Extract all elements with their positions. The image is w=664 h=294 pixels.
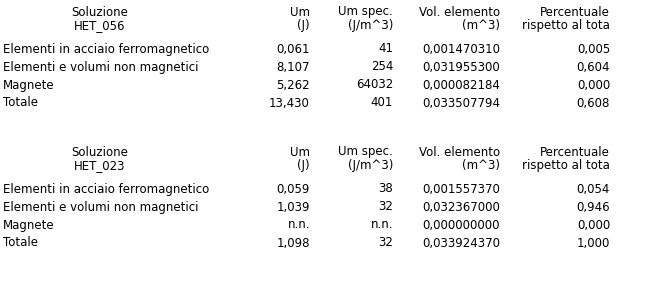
Text: Elementi e volumi non magnetici: Elementi e volumi non magnetici xyxy=(3,201,199,213)
Text: 0,001557370: 0,001557370 xyxy=(422,183,500,196)
Text: Vol. elemento: Vol. elemento xyxy=(419,6,500,19)
Text: 0,946: 0,946 xyxy=(576,201,610,213)
Text: n.n.: n.n. xyxy=(288,218,310,231)
Text: 401: 401 xyxy=(371,96,393,109)
Text: 32: 32 xyxy=(378,201,393,213)
Text: 0,033507794: 0,033507794 xyxy=(422,96,500,109)
Text: n.n.: n.n. xyxy=(371,218,393,231)
Text: 0,032367000: 0,032367000 xyxy=(422,201,500,213)
Text: 0,059: 0,059 xyxy=(277,183,310,196)
Text: 0,005: 0,005 xyxy=(577,43,610,56)
Text: 64032: 64032 xyxy=(356,78,393,91)
Text: Vol. elemento: Vol. elemento xyxy=(419,146,500,158)
Text: Soluzione: Soluzione xyxy=(72,146,128,158)
Text: Totale: Totale xyxy=(3,96,38,109)
Text: rispetto al tota: rispetto al tota xyxy=(522,160,610,173)
Text: 1,098: 1,098 xyxy=(276,236,310,250)
Text: Um: Um xyxy=(290,6,310,19)
Text: (J): (J) xyxy=(297,160,310,173)
Text: (m^3): (m^3) xyxy=(462,19,500,33)
Text: 1,000: 1,000 xyxy=(576,236,610,250)
Text: 0,000000000: 0,000000000 xyxy=(422,218,500,231)
Text: 0,000: 0,000 xyxy=(577,78,610,91)
Text: 0,054: 0,054 xyxy=(576,183,610,196)
Text: Magnete: Magnete xyxy=(3,78,54,91)
Text: 41: 41 xyxy=(378,43,393,56)
Text: rispetto al tota: rispetto al tota xyxy=(522,19,610,33)
Text: (m^3): (m^3) xyxy=(462,160,500,173)
Text: 0,604: 0,604 xyxy=(576,61,610,74)
Text: 38: 38 xyxy=(378,183,393,196)
Text: 0,001470310: 0,001470310 xyxy=(422,43,500,56)
Text: Soluzione: Soluzione xyxy=(72,6,128,19)
Text: (J/m^3): (J/m^3) xyxy=(348,160,393,173)
Text: Um: Um xyxy=(290,146,310,158)
Text: 0,608: 0,608 xyxy=(576,96,610,109)
Text: 32: 32 xyxy=(378,236,393,250)
Text: Elementi e volumi non magnetici: Elementi e volumi non magnetici xyxy=(3,61,199,74)
Text: Elementi in acciaio ferromagnetico: Elementi in acciaio ferromagnetico xyxy=(3,43,209,56)
Text: 0,000: 0,000 xyxy=(577,218,610,231)
Text: HET_056: HET_056 xyxy=(74,19,125,33)
Text: Um spec.: Um spec. xyxy=(338,146,393,158)
Text: 0,061: 0,061 xyxy=(276,43,310,56)
Text: 1,039: 1,039 xyxy=(276,201,310,213)
Text: Magnete: Magnete xyxy=(3,218,54,231)
Text: Elementi in acciaio ferromagnetico: Elementi in acciaio ferromagnetico xyxy=(3,183,209,196)
Text: HET_023: HET_023 xyxy=(74,160,125,173)
Text: Percentuale: Percentuale xyxy=(540,146,610,158)
Text: 254: 254 xyxy=(371,61,393,74)
Text: 5,262: 5,262 xyxy=(276,78,310,91)
Text: Percentuale: Percentuale xyxy=(540,6,610,19)
Text: 8,107: 8,107 xyxy=(276,61,310,74)
Text: 0,033924370: 0,033924370 xyxy=(422,236,500,250)
Text: 0,000082184: 0,000082184 xyxy=(422,78,500,91)
Text: 13,430: 13,430 xyxy=(269,96,310,109)
Text: (J): (J) xyxy=(297,19,310,33)
Text: 0,031955300: 0,031955300 xyxy=(422,61,500,74)
Text: Totale: Totale xyxy=(3,236,38,250)
Text: Um spec.: Um spec. xyxy=(338,6,393,19)
Text: (J/m^3): (J/m^3) xyxy=(348,19,393,33)
